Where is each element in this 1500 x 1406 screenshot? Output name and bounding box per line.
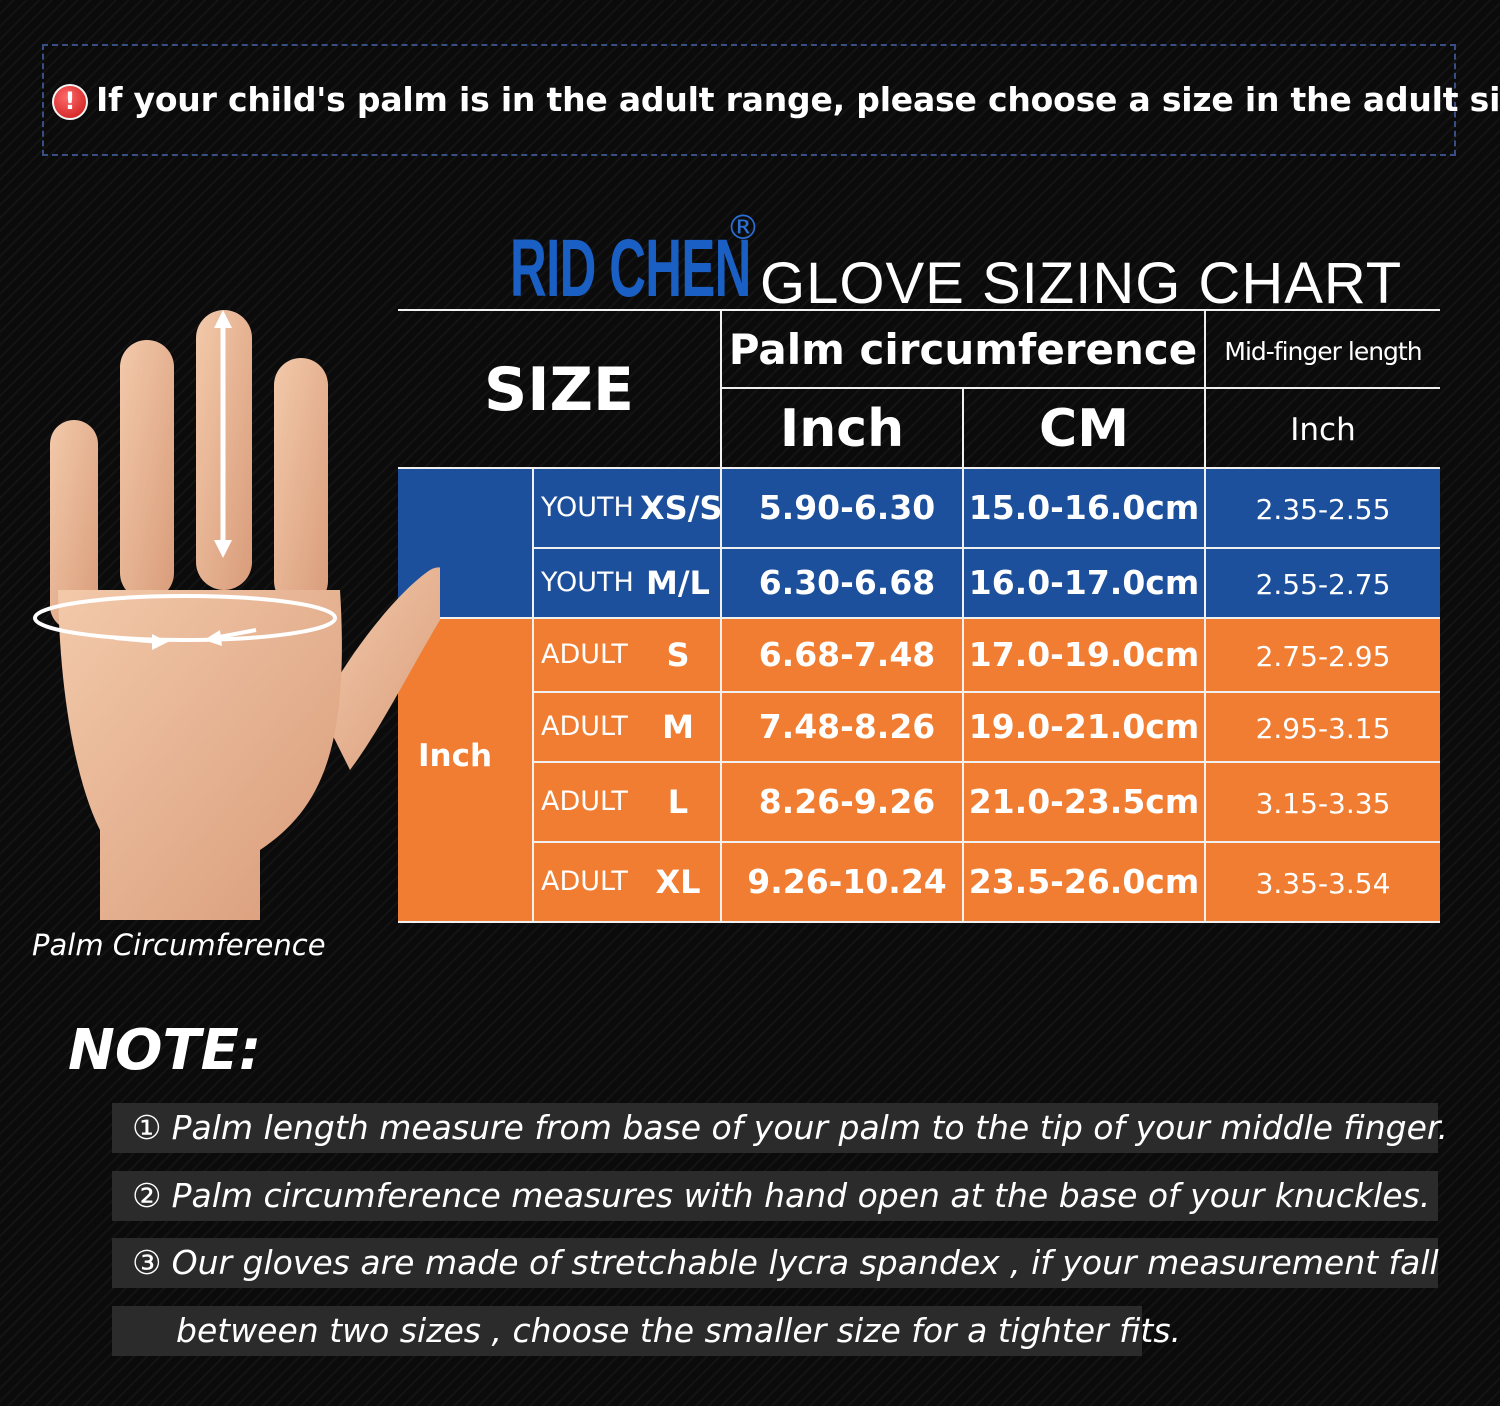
note-text: Palm length measure from base of your pa… xyxy=(171,1108,1448,1147)
length-arrow-top xyxy=(214,310,232,328)
size-group-label: ADULT xyxy=(541,786,628,817)
table-border xyxy=(398,467,1440,469)
youth-group-cell xyxy=(398,469,1440,617)
finger-ring xyxy=(120,340,174,600)
header-vline-3 xyxy=(1204,311,1206,469)
chart-title: GLOVE SIZING CHART xyxy=(760,251,1403,316)
note-item: ② Palm circumference measures with hand o… xyxy=(112,1171,1438,1221)
size-code: XL xyxy=(655,863,701,901)
row-divider xyxy=(534,841,1440,843)
note-number: ③ xyxy=(132,1243,162,1282)
note-item: ③ Our gloves are made of stretchable lycr… xyxy=(112,1238,1439,1288)
header-size: SIZE xyxy=(483,355,635,425)
note-number: ② xyxy=(132,1176,162,1215)
size-group-label: YOUTH xyxy=(541,567,634,598)
column-divider xyxy=(962,469,964,923)
brand-logo: RID CHEN xyxy=(510,223,751,314)
header-palm: Palm circumference xyxy=(728,325,1198,374)
palm-cm-value: 21.0-23.5cm xyxy=(968,782,1200,821)
palm-cm-value: 15.0-16.0cm xyxy=(968,488,1200,527)
exclamation-circle-icon: ! xyxy=(52,84,88,120)
row-divider xyxy=(398,617,1440,619)
finger-inch-value: 2.55-2.75 xyxy=(1255,568,1391,601)
header-vline-1 xyxy=(720,311,722,469)
header-finger: Mid-finger length xyxy=(1224,337,1422,366)
palm-inch-value: 7.48-8.26 xyxy=(758,707,936,746)
column-divider xyxy=(532,469,534,923)
finger-inch-value: 2.35-2.55 xyxy=(1255,493,1391,526)
column-divider xyxy=(1204,469,1206,923)
note-item: between two sizes , choose the smaller s… xyxy=(112,1306,1181,1356)
header-vline-2 xyxy=(962,389,964,469)
size-code: XS/S xyxy=(640,489,723,527)
palm-inch-value: 9.26-10.24 xyxy=(747,862,947,901)
row-divider xyxy=(534,547,1440,549)
header-palm-inch: Inch xyxy=(779,399,905,459)
finger-index xyxy=(274,358,328,608)
size-code: L xyxy=(667,783,689,821)
size-code: S xyxy=(666,636,690,674)
finger-pinky xyxy=(50,420,98,630)
row-divider xyxy=(534,761,1440,763)
palm-cm-value: 17.0-19.0cm xyxy=(968,635,1200,674)
table-border xyxy=(398,921,1440,923)
group-label: Inch xyxy=(417,738,493,774)
hand-caption: Palm Circumference xyxy=(32,928,326,962)
note-text: Palm circumference measures with hand op… xyxy=(171,1176,1431,1215)
note-item: ① Palm length measure from base of your p… xyxy=(112,1103,1448,1153)
circumference-loop xyxy=(33,594,337,642)
palm-inch-value: 5.90-6.30 xyxy=(758,488,936,527)
hand-illustration xyxy=(33,310,440,920)
header-palm-cm: CM xyxy=(1039,399,1129,459)
column-divider xyxy=(720,469,722,923)
header-finger-inch: Inch xyxy=(1290,412,1356,448)
palm-inch-value: 8.26-9.26 xyxy=(758,782,936,821)
size-group-label: ADULT xyxy=(541,639,628,670)
size-group-label: ADULT xyxy=(541,866,628,897)
palm-inch-value: 6.30-6.68 xyxy=(758,563,936,602)
palm-cm-value: 16.0-17.0cm xyxy=(968,563,1200,602)
note-title: NOTE: xyxy=(68,1018,262,1083)
warning-text: If your child's palm is in the adult ran… xyxy=(96,80,1500,119)
palm-inch-value: 6.68-7.48 xyxy=(758,635,936,674)
note-text: Our gloves are made of stretchable lycra… xyxy=(171,1243,1439,1282)
size-group-label: YOUTH xyxy=(541,492,634,523)
finger-inch-value: 2.75-2.95 xyxy=(1255,640,1391,673)
finger-inch-value: 2.95-3.15 xyxy=(1255,712,1391,745)
palm-cm-value: 23.5-26.0cm xyxy=(968,862,1200,901)
size-group-label: ADULT xyxy=(541,711,628,742)
circ-arrow-right xyxy=(213,628,257,640)
thumb xyxy=(320,567,440,770)
finger-inch-value: 3.35-3.54 xyxy=(1255,867,1391,900)
registered-mark: ® xyxy=(726,208,760,248)
title-divider xyxy=(398,309,1440,311)
adult-group-cell xyxy=(398,617,1440,923)
length-arrow-bottom xyxy=(214,540,232,558)
note-number: ① xyxy=(132,1108,162,1147)
row-divider xyxy=(534,691,1440,693)
note-text: between two sizes , choose the smaller s… xyxy=(176,1311,1182,1350)
size-code: M/L xyxy=(646,564,710,602)
warning-box xyxy=(42,44,1456,156)
finger-inch-value: 3.15-3.35 xyxy=(1255,787,1391,820)
circ-arrow-left-head xyxy=(152,634,168,650)
circ-arrow-right-head xyxy=(204,630,222,646)
palm-cm-value: 19.0-21.0cm xyxy=(968,707,1200,746)
palm xyxy=(58,590,342,920)
header-divider xyxy=(722,387,1440,389)
size-code: M xyxy=(662,708,694,746)
